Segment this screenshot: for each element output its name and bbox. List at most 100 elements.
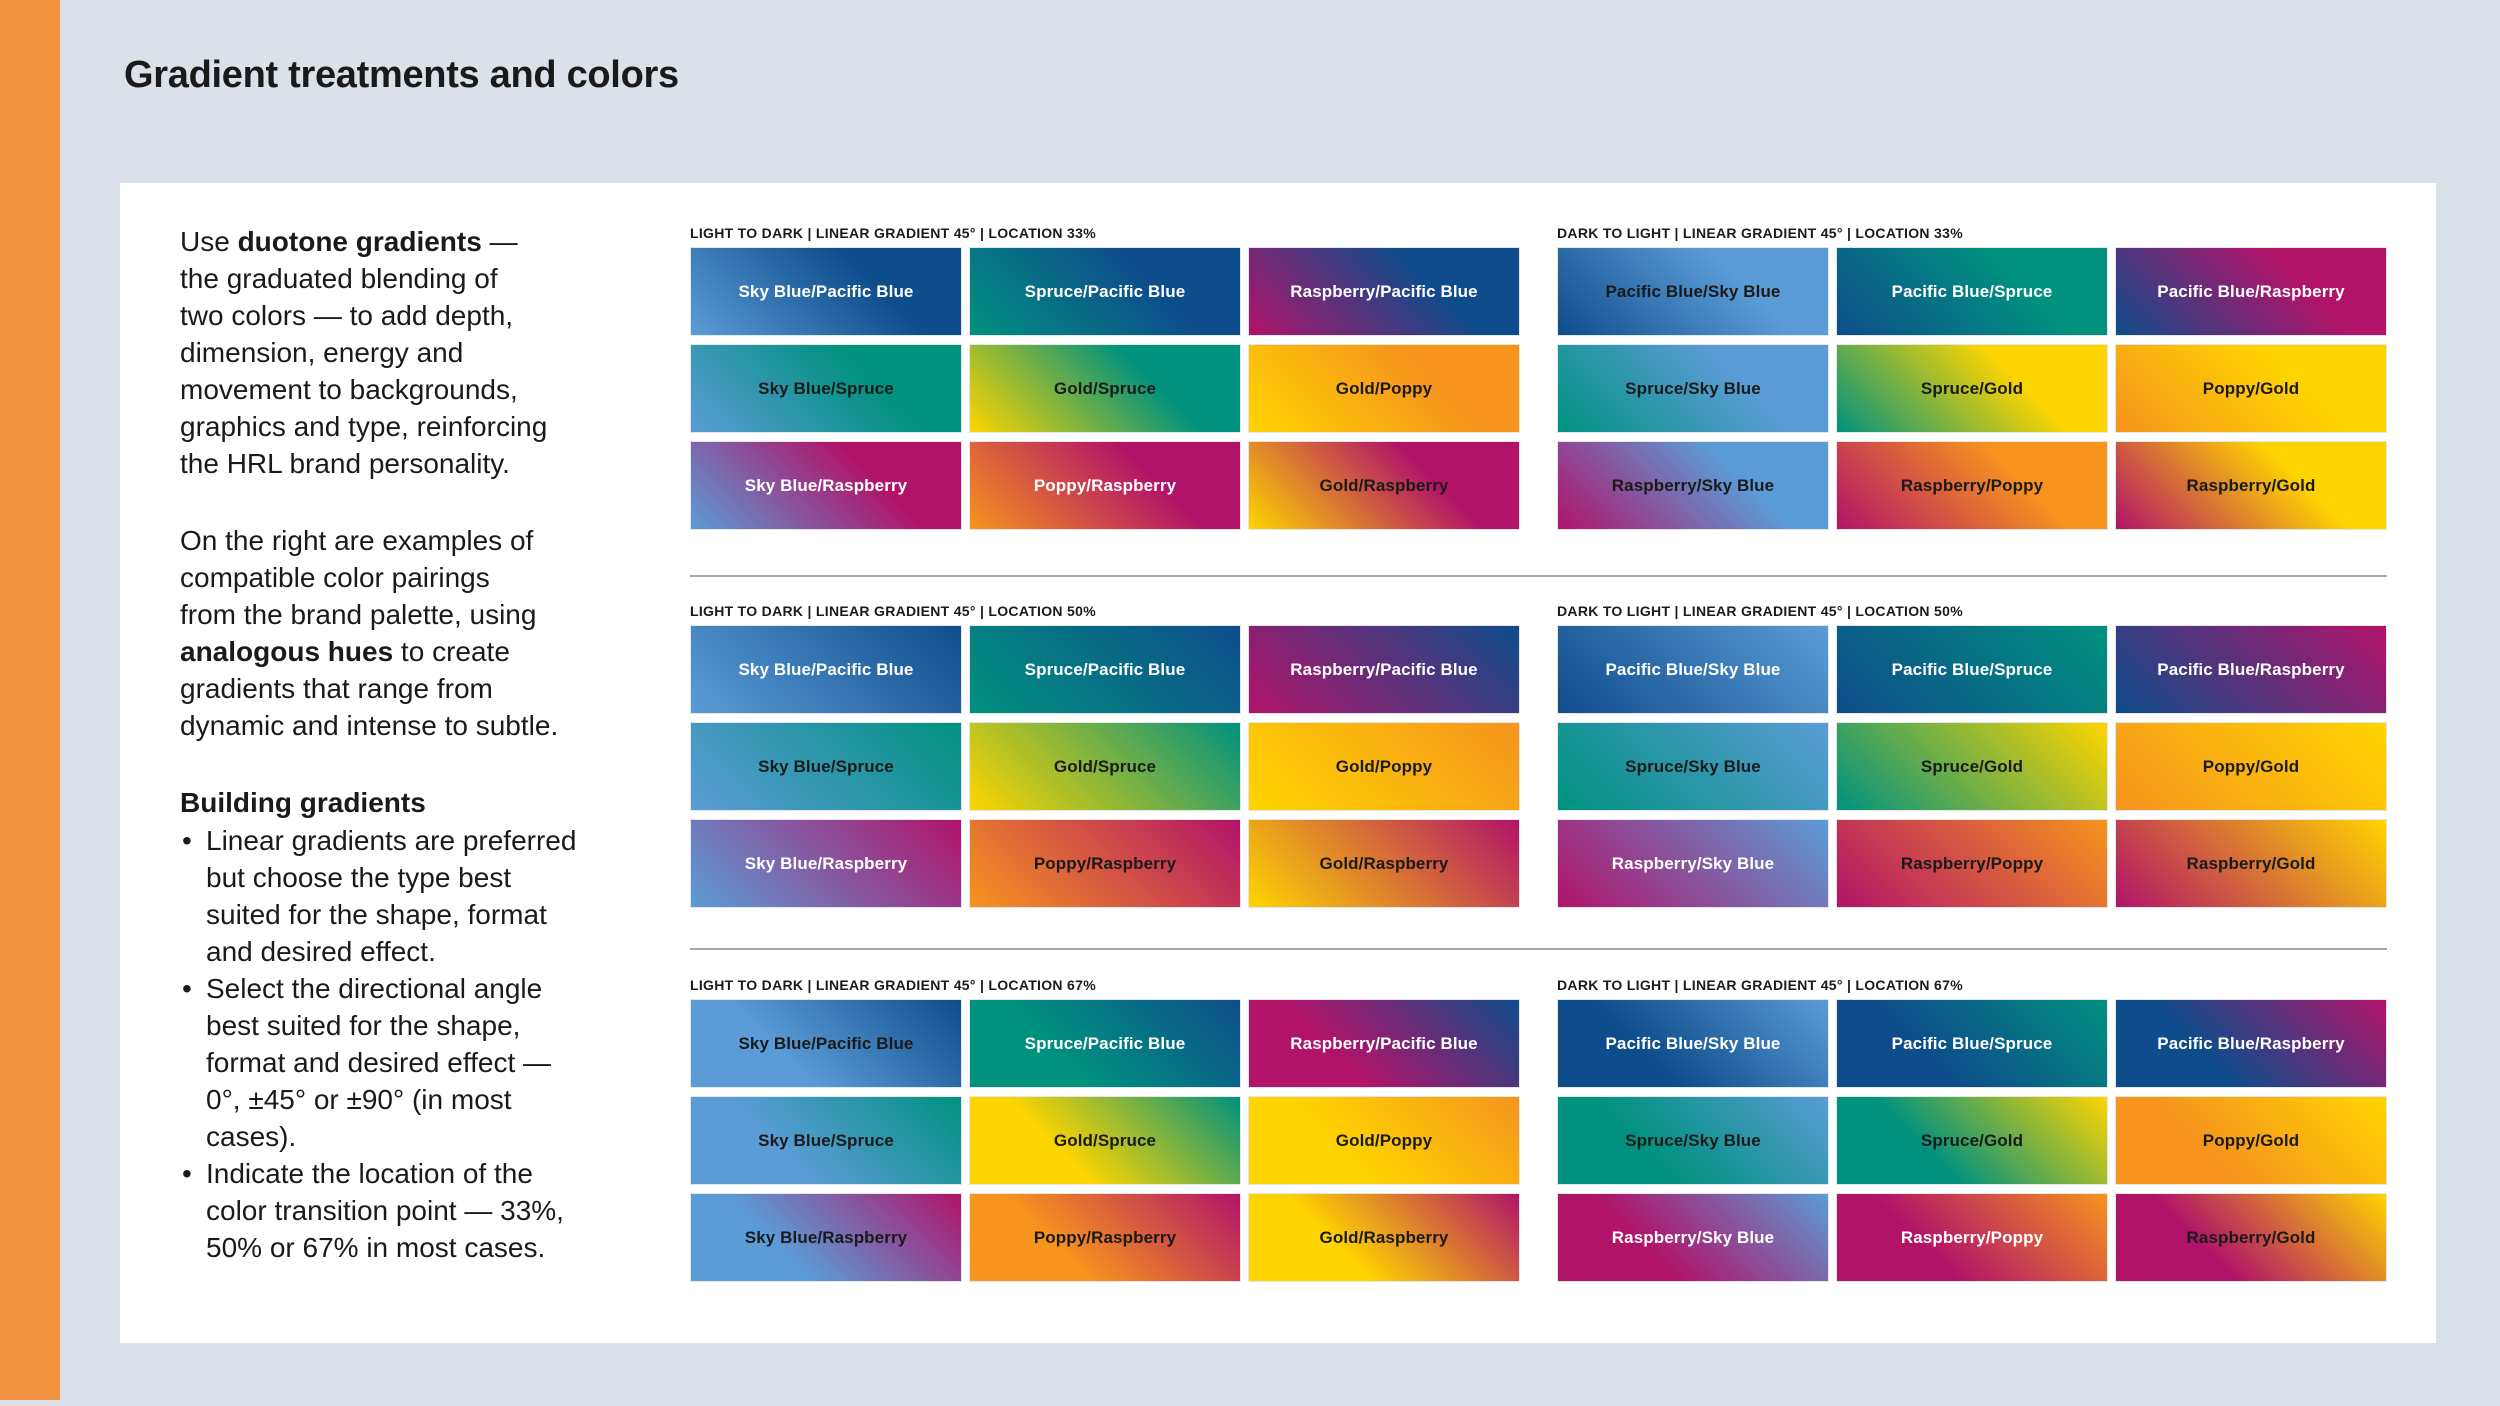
gradient-swatch: Spruce/Sky Blue [1557, 1096, 1829, 1185]
gradient-swatch: Sky Blue/Pacific Blue [690, 625, 962, 714]
gradient-section-67%: LIGHT TO DARK | LINEAR GRADIENT 45° | LO… [690, 948, 2390, 1282]
gradient-group-light-to-dark-50%: LIGHT TO DARK | LINEAR GRADIENT 45° | LO… [690, 603, 1520, 908]
swatch-grid: Sky Blue/Pacific Blue Spruce/Pacific Blue… [690, 247, 1520, 530]
intro-paragraph: Use duotone gradients — the graduated ble… [180, 226, 548, 479]
swatch-pair-label: Pacific Blue/Raspberry [2157, 1033, 2345, 1053]
swatch-pair-label: Raspberry/Gold [2186, 475, 2316, 495]
swatch-pair-label: Pacific Blue/Raspberry [2157, 281, 2345, 301]
gradient-swatch: Raspberry/Gold [2115, 1193, 2387, 1282]
swatch-pair-label: Pacific Blue/Spruce [1891, 659, 2053, 679]
gradient-swatch: Spruce/Gold [1836, 1096, 2108, 1185]
group-label: DARK TO LIGHT | LINEAR GRADIENT 45° | LO… [1557, 603, 1963, 619]
swatch-pair-label: Spruce/Gold [1920, 756, 2024, 776]
section-divider [690, 948, 2387, 950]
intro-text-column: Use duotone gradients — the graduated ble… [180, 223, 650, 1266]
gradient-swatch: Sky Blue/Spruce [690, 344, 962, 433]
gradient-swatch: Sky Blue/Spruce [690, 722, 962, 811]
swatch-pair-label: Poppy/Gold [2202, 1130, 2300, 1150]
gradient-swatch: Pacific Blue/Raspberry [2115, 999, 2387, 1088]
swatch-pair-label: Spruce/Pacific Blue [1024, 659, 1186, 679]
gradient-group-light-to-dark-67%: LIGHT TO DARK | LINEAR GRADIENT 45° | LO… [690, 977, 1520, 1282]
swatch-pair-label: Pacific Blue/Spruce [1891, 281, 2053, 301]
gradient-swatch: Gold/Raspberry [1248, 819, 1520, 908]
swatch-pair-label: Spruce/Sky Blue [1625, 756, 1761, 776]
swatch-pair-label: Raspberry/Poppy [1900, 853, 2044, 873]
swatch-pair-label: Spruce/Sky Blue [1625, 378, 1761, 398]
swatch-pair-label: Spruce/Sky Blue [1625, 1130, 1761, 1150]
gradient-swatch: Gold/Raspberry [1248, 441, 1520, 530]
gradient-group-dark-to-light-67%: DARK TO LIGHT | LINEAR GRADIENT 45° | LO… [1557, 977, 2387, 1282]
swatch-pair-label: Poppy/Gold [2202, 756, 2300, 776]
gradient-swatch: Pacific Blue/Spruce [1836, 625, 2108, 714]
gradient-swatch: Raspberry/Gold [2115, 441, 2387, 530]
swatch-pair-label: Raspberry/Sky Blue [1611, 475, 1775, 495]
swatch-pair-label: Sky Blue/Spruce [758, 756, 894, 776]
swatch-pair-label: Sky Blue/Spruce [758, 378, 894, 398]
swatch-pair-label: Raspberry/Pacific Blue [1290, 281, 1478, 301]
swatch-grid: Pacific Blue/Sky Blue Pacific Blue/Spruce… [1557, 247, 2387, 530]
swatch-pair-label: Gold/Spruce [1053, 1130, 1157, 1150]
swatch-grid: Pacific Blue/Sky Blue Pacific Blue/Spruce… [1557, 999, 2387, 1282]
gradient-swatch: Sky Blue/Raspberry [690, 819, 962, 908]
group-label: LIGHT TO DARK | LINEAR GRADIENT 45° | LO… [690, 603, 1096, 619]
swatch-pair-label: Raspberry/Pacific Blue [1290, 659, 1478, 679]
gradient-swatch: Spruce/Gold [1836, 722, 2108, 811]
group-label: LIGHT TO DARK | LINEAR GRADIENT 45° | LO… [690, 225, 1096, 241]
swatch-pair-label: Gold/Raspberry [1319, 1227, 1449, 1247]
swatch-grid: Sky Blue/Pacific Blue Spruce/Pacific Blue… [690, 999, 1520, 1282]
gradient-group-dark-to-light-33%: DARK TO LIGHT | LINEAR GRADIENT 45° | LO… [1557, 225, 2387, 530]
gradient-swatch: Spruce/Pacific Blue [969, 625, 1241, 714]
swatch-pair-label: Sky Blue/Raspberry [744, 475, 908, 495]
gradient-swatch: Spruce/Sky Blue [1557, 722, 1829, 811]
swatch-pair-label: Pacific Blue/Sky Blue [1605, 281, 1781, 301]
gradient-swatch: Raspberry/Pacific Blue [1248, 999, 1520, 1088]
gradient-swatch: Spruce/Pacific Blue [969, 247, 1241, 336]
gradient-swatch: Spruce/Gold [1836, 344, 2108, 433]
gradient-swatch: Gold/Raspberry [1248, 1193, 1520, 1282]
swatch-pair-label: Poppy/Raspberry [1033, 1227, 1177, 1247]
group-label: DARK TO LIGHT | LINEAR GRADIENT 45° | LO… [1557, 225, 1963, 241]
gradient-swatch: Pacific Blue/Sky Blue [1557, 999, 1829, 1088]
swatch-pair-label: Pacific Blue/Sky Blue [1605, 659, 1781, 679]
gradient-swatch: Poppy/Raspberry [969, 819, 1241, 908]
gradient-swatch: Raspberry/Gold [2115, 819, 2387, 908]
gradient-swatch: Pacific Blue/Spruce [1836, 247, 2108, 336]
gradient-swatch: Poppy/Gold [2115, 1096, 2387, 1185]
gradient-swatch: Poppy/Raspberry [969, 1193, 1241, 1282]
gradient-section-50%: LIGHT TO DARK | LINEAR GRADIENT 45° | LO… [690, 575, 2390, 908]
gradient-swatch: Pacific Blue/Raspberry [2115, 247, 2387, 336]
swatch-pair-label: Gold/Poppy [1335, 756, 1433, 776]
section-divider [690, 575, 2387, 577]
swatch-pair-label: Gold/Spruce [1053, 756, 1157, 776]
gradient-swatch: Gold/Poppy [1248, 1096, 1520, 1185]
gradient-swatch: Sky Blue/Raspberry [690, 1193, 962, 1282]
gradient-swatch: Poppy/Raspberry [969, 441, 1241, 530]
swatch-pair-label: Gold/Raspberry [1319, 853, 1449, 873]
intro-paragraph: On the right are examples of compatible c… [180, 525, 559, 741]
swatch-grid: Sky Blue/Pacific Blue Spruce/Pacific Blue… [690, 625, 1520, 908]
swatch-pair-label: Poppy/Raspberry [1033, 853, 1177, 873]
swatch-pair-label: Raspberry/Poppy [1900, 1227, 2044, 1247]
building-gradients-heading: Building gradients [180, 787, 426, 818]
gradient-swatch: Pacific Blue/Spruce [1836, 999, 2108, 1088]
gradient-swatch: Raspberry/Sky Blue [1557, 1193, 1829, 1282]
gradient-swatch: Poppy/Gold [2115, 722, 2387, 811]
gradient-swatch: Sky Blue/Pacific Blue [690, 247, 962, 336]
swatch-pair-label: Raspberry/Gold [2186, 1227, 2316, 1247]
swatch-pair-label: Sky Blue/Raspberry [744, 1227, 908, 1247]
gradient-swatch: Pacific Blue/Sky Blue [1557, 625, 1829, 714]
swatch-pair-label: Raspberry/Gold [2186, 853, 2316, 873]
swatch-pair-label: Spruce/Gold [1920, 1130, 2024, 1150]
swatch-pair-label: Sky Blue/Pacific Blue [738, 281, 914, 301]
swatch-pair-label: Pacific Blue/Sky Blue [1605, 1033, 1781, 1053]
page-title: Gradient treatments and colors [124, 54, 679, 96]
gradient-swatch: Gold/Spruce [969, 722, 1241, 811]
swatch-grid: Pacific Blue/Sky Blue Pacific Blue/Spruce… [1557, 625, 2387, 908]
gradient-swatch: Gold/Spruce [969, 1096, 1241, 1185]
gradient-examples-area: LIGHT TO DARK | LINEAR GRADIENT 45° | LO… [690, 183, 2390, 1282]
